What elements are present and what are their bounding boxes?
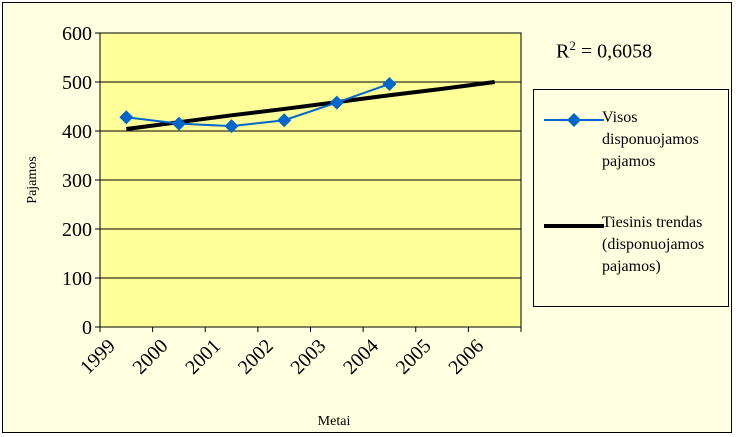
legend: Visos disponuojamos pajamos Tiesinis tre… — [533, 89, 729, 307]
y-tick-labels: 0 100 200 300 400 500 600 — [62, 23, 92, 339]
series-layer — [119, 76, 495, 134]
y-tick-label-500: 500 — [62, 72, 92, 94]
gridlines — [100, 32, 521, 279]
y-tick-label-300: 300 — [62, 170, 92, 192]
data-point-1999 — [119, 110, 134, 125]
y-tick-label-600: 600 — [62, 23, 92, 45]
data-point-2000 — [171, 116, 186, 131]
y-axis-title: Pajamos — [25, 156, 40, 203]
r2-value: = 0,6058 — [575, 40, 653, 63]
x-tick-label-2003: 2003 — [287, 335, 331, 379]
legend-series1-line2: disponuojamos — [602, 131, 699, 148]
x-tick-label-1999: 1999 — [76, 335, 120, 379]
x-tick-label-2005: 2005 — [392, 335, 436, 379]
r-squared-annotation: R2 = 0,6058 — [556, 38, 652, 64]
y-tick-label-400: 400 — [62, 121, 92, 143]
data-line — [126, 83, 390, 128]
x-tick-labels: 1999 2000 2001 2002 2003 2004 2005 2006 — [76, 335, 488, 379]
y-tick-label-100: 100 — [62, 268, 92, 290]
data-point-2003 — [329, 95, 344, 110]
data-point-2001 — [224, 119, 239, 134]
x-tick-label-2001: 2001 — [181, 335, 225, 379]
x-tick-label-2004: 2004 — [339, 335, 383, 379]
legend-series1-line3: pajamos — [602, 153, 656, 170]
legend-series2-label: Tiesinis trendas (disponuojamos pajamos) — [602, 212, 727, 278]
r2-prefix: R — [556, 40, 570, 63]
y-tick-label-0: 0 — [82, 317, 92, 339]
x-tick-label-2002: 2002 — [234, 335, 278, 379]
trend-line — [126, 80, 495, 132]
legend-series2-line2: (disponuojamos — [602, 236, 705, 253]
legend-series1-marker — [567, 113, 581, 127]
legend-series1-line1: Visos — [602, 109, 638, 126]
axes — [95, 32, 522, 332]
y-tick-label-200: 200 — [62, 219, 92, 241]
legend-series1-label: Visos disponuojamos pajamos — [602, 107, 727, 173]
x-axis-title: Metai — [318, 414, 351, 429]
r2-exponent: 2 — [569, 38, 576, 53]
data-point-2004 — [382, 76, 397, 91]
x-tick-label-2000: 2000 — [129, 335, 173, 379]
data-point-2002 — [277, 113, 292, 128]
x-tick-label-2006: 2006 — [444, 335, 488, 379]
legend-series2-line1: Tiesinis trendas — [602, 214, 703, 231]
legend-series2-line3: pajamos) — [602, 258, 661, 275]
